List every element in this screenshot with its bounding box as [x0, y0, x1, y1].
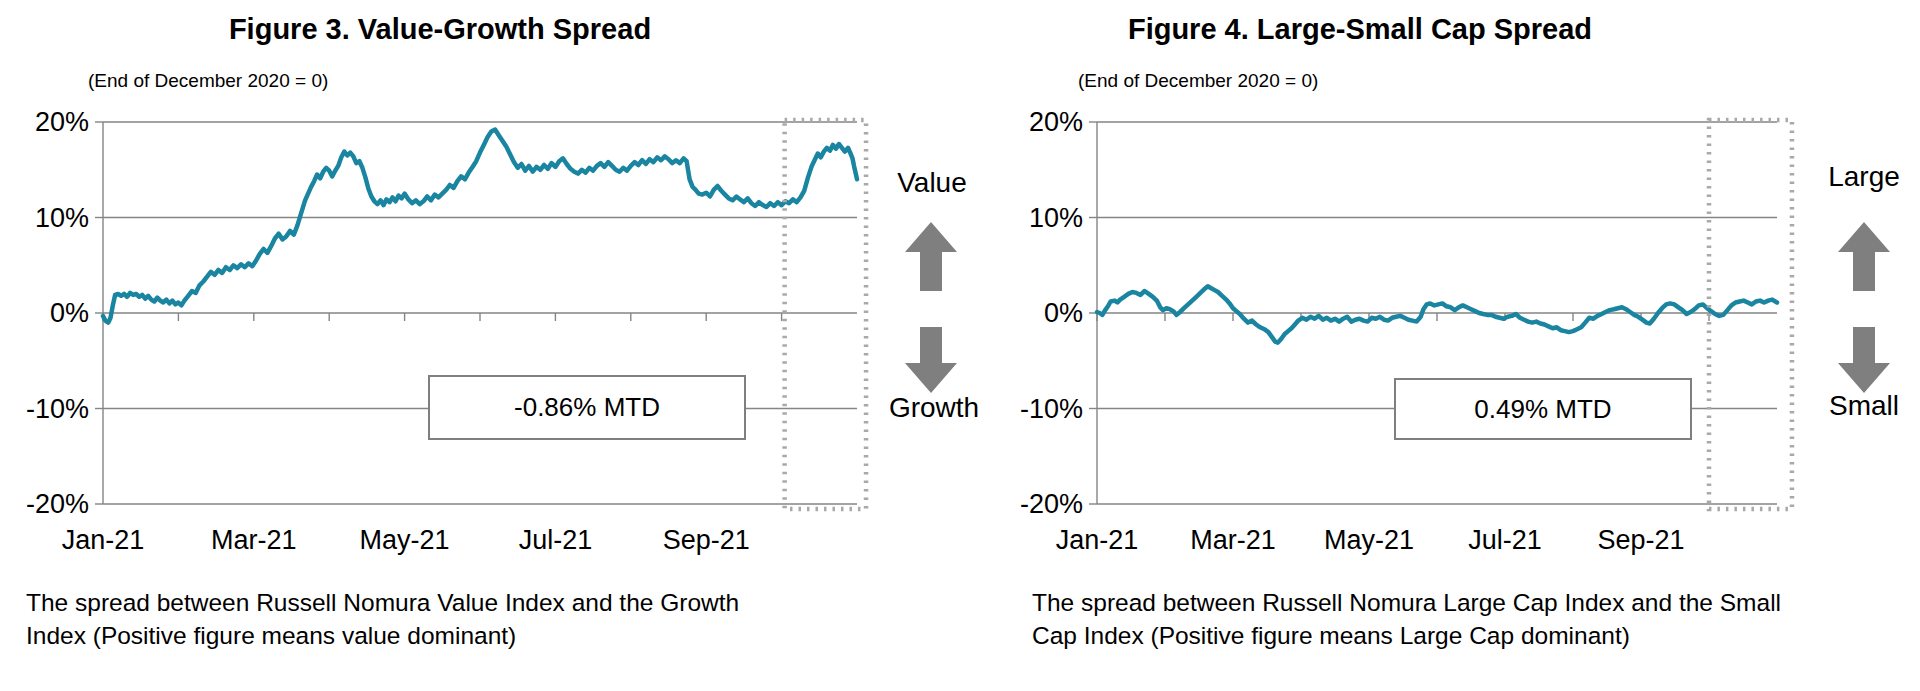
figure3-caption-line2: Index (Positive figure means value domin… [26, 619, 739, 652]
x-tick-label: Jan-21 [1056, 525, 1139, 555]
figure3-caption: The spread between Russell Nomura Value … [26, 586, 739, 652]
figure4-mtd-value: 0.49% MTD [1474, 394, 1611, 425]
y-tick-label: 20% [35, 107, 89, 137]
figure4-caption-line2: Cap Index (Positive figure means Large C… [1032, 619, 1781, 652]
figure4-caption-line1: The spread between Russell Nomura Large … [1032, 586, 1781, 619]
x-tick-label: Jul-21 [519, 525, 593, 555]
figure4-small-label: Small [1802, 390, 1920, 422]
x-tick-label: May-21 [1324, 525, 1414, 555]
y-tick-label: -20% [1020, 489, 1083, 519]
figure3-caption-line1: The spread between Russell Nomura Value … [26, 586, 739, 619]
x-tick-label: Mar-21 [211, 525, 297, 555]
fig4-down-arrow-icon [1838, 327, 1890, 393]
figure3-mtd-callout: -0.86% MTD [428, 375, 746, 440]
fig3-highlight-region [785, 120, 866, 509]
figure4-caption: The spread between Russell Nomura Large … [1032, 586, 1781, 652]
report-figures-panel: 20% 10% 0% -10% -20% Jan-21 Mar-21 May-21 Jul-21… [0, 0, 1920, 691]
figure3-subtitle: (End of December 2020 = 0) [88, 70, 328, 92]
y-tick-label: -10% [1020, 394, 1083, 424]
fig3-spread-line [103, 130, 857, 323]
figure3-value-label: Value [872, 167, 992, 199]
y-tick-label: 20% [1029, 107, 1083, 137]
x-tick-label: Mar-21 [1190, 525, 1276, 555]
fig3-up-arrow-icon [905, 222, 957, 291]
figure4-subtitle: (End of December 2020 = 0) [1078, 70, 1318, 92]
y-tick-label: 10% [1029, 203, 1083, 233]
fig3-chart: 20% 10% 0% -10% -20% Jan-21 Mar-21 May-21 Jul-21… [26, 107, 957, 555]
fig3-down-arrow-icon [905, 327, 957, 393]
x-tick-label: Sep-21 [1597, 525, 1684, 555]
fig4-chart: 20% 10% 0% -10% -20% Jan-21 Mar-21 May-21 Jul-21… [1020, 107, 1890, 555]
fig4-up-arrow-icon [1838, 222, 1890, 291]
y-tick-label: 0% [1044, 298, 1083, 328]
x-tick-label: May-21 [360, 525, 450, 555]
figure3-mtd-value: -0.86% MTD [514, 392, 660, 423]
figure4-large-label: Large [1802, 161, 1920, 193]
figure3-growth-label: Growth [860, 392, 1008, 424]
x-tick-label: Jul-21 [1468, 525, 1542, 555]
y-tick-label: 0% [50, 298, 89, 328]
y-tick-label: -20% [26, 489, 89, 519]
figure3-title: Figure 3. Value-Growth Spread [120, 13, 760, 46]
x-tick-label: Jan-21 [62, 525, 145, 555]
y-tick-label: 10% [35, 203, 89, 233]
y-tick-label: -10% [26, 394, 89, 424]
figure4-mtd-callout: 0.49% MTD [1394, 378, 1692, 440]
figure4-title: Figure 4. Large-Small Cap Spread [1060, 13, 1660, 46]
x-tick-label: Sep-21 [663, 525, 750, 555]
